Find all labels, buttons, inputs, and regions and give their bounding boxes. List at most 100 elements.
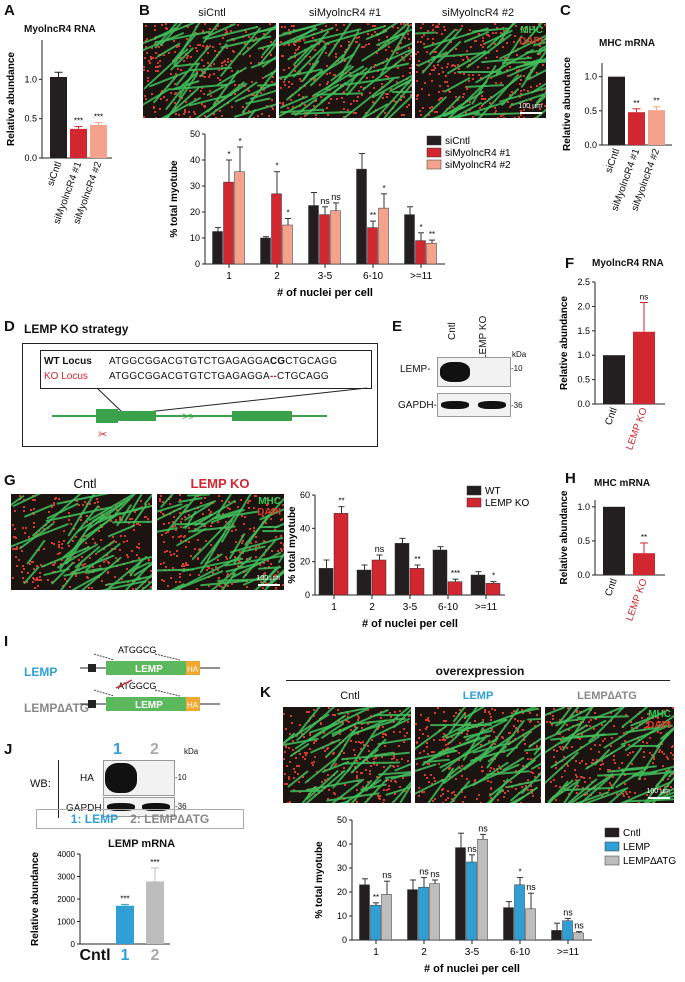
dapi-nucleus (489, 781, 492, 784)
dapi-nucleus (218, 43, 221, 46)
dapi-nucleus (202, 105, 205, 108)
dapi-nucleus (164, 531, 167, 534)
dapi-nucleus (520, 78, 523, 81)
bar (409, 568, 425, 596)
dapi-nucleus (402, 59, 405, 62)
significance-label: ns (640, 292, 648, 301)
dapi-nucleus (270, 517, 273, 520)
dapi-nucleus (507, 731, 510, 734)
category-label: LEMP KO (624, 406, 650, 452)
dapi-nucleus (388, 785, 391, 788)
lemp-ko-strategy-box (22, 343, 378, 447)
dapi-nucleus (465, 87, 468, 90)
dapi-nucleus (170, 553, 173, 556)
dapi-nucleus (279, 77, 282, 80)
scale-bar (520, 112, 542, 114)
dapi-nucleus (137, 543, 140, 546)
significance-label: ns (478, 823, 488, 833)
dapi-nucleus (298, 752, 301, 755)
construct-2-strike (115, 679, 133, 689)
dapi-nucleus (494, 81, 497, 84)
dapi-nucleus (355, 801, 358, 803)
dapi-nucleus (105, 559, 108, 562)
dapi-nucleus (426, 30, 429, 33)
dapi-nucleus (354, 754, 357, 757)
dapi-nucleus (475, 726, 478, 729)
dapi-nucleus (357, 717, 360, 720)
bar (318, 568, 334, 596)
dapi-nucleus (607, 788, 610, 791)
dapi-nucleus (313, 760, 316, 763)
dapi-nucleus (552, 778, 555, 781)
dapi-nucleus (551, 718, 554, 721)
dapi-nucleus (393, 766, 396, 769)
significance-label: ** (653, 97, 659, 106)
dapi-nucleus (167, 51, 170, 54)
dapi-nucleus (143, 65, 145, 68)
dapi-nucleus (356, 718, 359, 721)
mhc-myotube (527, 717, 541, 721)
dapi-nucleus (387, 788, 390, 791)
dapi-nucleus (282, 584, 284, 587)
dapi-nucleus (254, 494, 257, 497)
x-tick-label: 1 (373, 947, 379, 958)
dapi-nucleus (398, 710, 401, 713)
dapi-nucleus (528, 106, 531, 109)
dapi-nucleus (234, 93, 237, 96)
dapi-nucleus (441, 90, 444, 93)
y-axis-label: Relative abundance (6, 52, 17, 146)
dapi-nucleus (524, 27, 527, 30)
dapi-nucleus (440, 33, 443, 36)
dapi-nucleus (160, 510, 163, 513)
dapi-nucleus (14, 537, 17, 540)
blot-e-lane-ko: LEMP KO (478, 315, 489, 360)
dapi-nucleus (255, 495, 258, 498)
y-tick-label: 40 (337, 839, 347, 849)
blot-j-row-gapdh: GAPDH (66, 803, 102, 814)
dapi-nucleus (385, 788, 388, 791)
dapi-nucleus (306, 752, 309, 755)
dapi-nucleus (325, 24, 328, 27)
dapi-nucleus (577, 737, 579, 740)
dapi-nucleus (421, 35, 424, 38)
dapi-nucleus (531, 25, 534, 28)
dapi-nucleus (290, 24, 293, 27)
dapi-nucleus (578, 762, 581, 765)
dapi-nucleus (367, 33, 370, 36)
dapi-nucleus (265, 522, 268, 525)
bar (223, 181, 234, 265)
dapi-nucleus (303, 39, 306, 42)
panel-b-micrograph-si2: MHC DAPI 100 µm (415, 23, 546, 118)
dapi-nucleus (288, 800, 291, 803)
bar (370, 904, 381, 941)
y-tick-label: 0 (342, 935, 347, 945)
construct-1-ha-label: HA (187, 665, 199, 674)
dapi-nucleus (165, 26, 168, 29)
dapi-nucleus (420, 26, 423, 29)
panel-label-k: K (260, 684, 271, 701)
dapi-nucleus (251, 81, 254, 84)
dapi-nucleus (440, 795, 443, 798)
dapi-nucleus (146, 37, 149, 40)
dapi-nucleus (168, 521, 171, 524)
dapi-nucleus (188, 541, 191, 544)
dapi-nucleus (198, 44, 201, 47)
dapi-nucleus (106, 572, 109, 575)
dapi-nucleus (271, 98, 274, 101)
dapi-nucleus (85, 542, 88, 545)
dapi-nucleus (576, 775, 579, 778)
blot-j-ha-band-1 (105, 763, 137, 793)
dapi-nucleus (304, 114, 307, 117)
dapi-nucleus (628, 790, 631, 793)
dapi-nucleus (394, 710, 397, 713)
blot-j-wb-label: WB: (30, 778, 51, 790)
dapi-nucleus (402, 74, 405, 77)
y-tick-label: 20 (337, 887, 347, 897)
dapi-nucleus (443, 737, 446, 740)
dapi-nucleus (584, 780, 587, 783)
dapi-nucleus (169, 73, 172, 76)
bar (333, 513, 349, 596)
dapi-nucleus (367, 723, 370, 726)
dapi-nucleus (477, 73, 480, 76)
